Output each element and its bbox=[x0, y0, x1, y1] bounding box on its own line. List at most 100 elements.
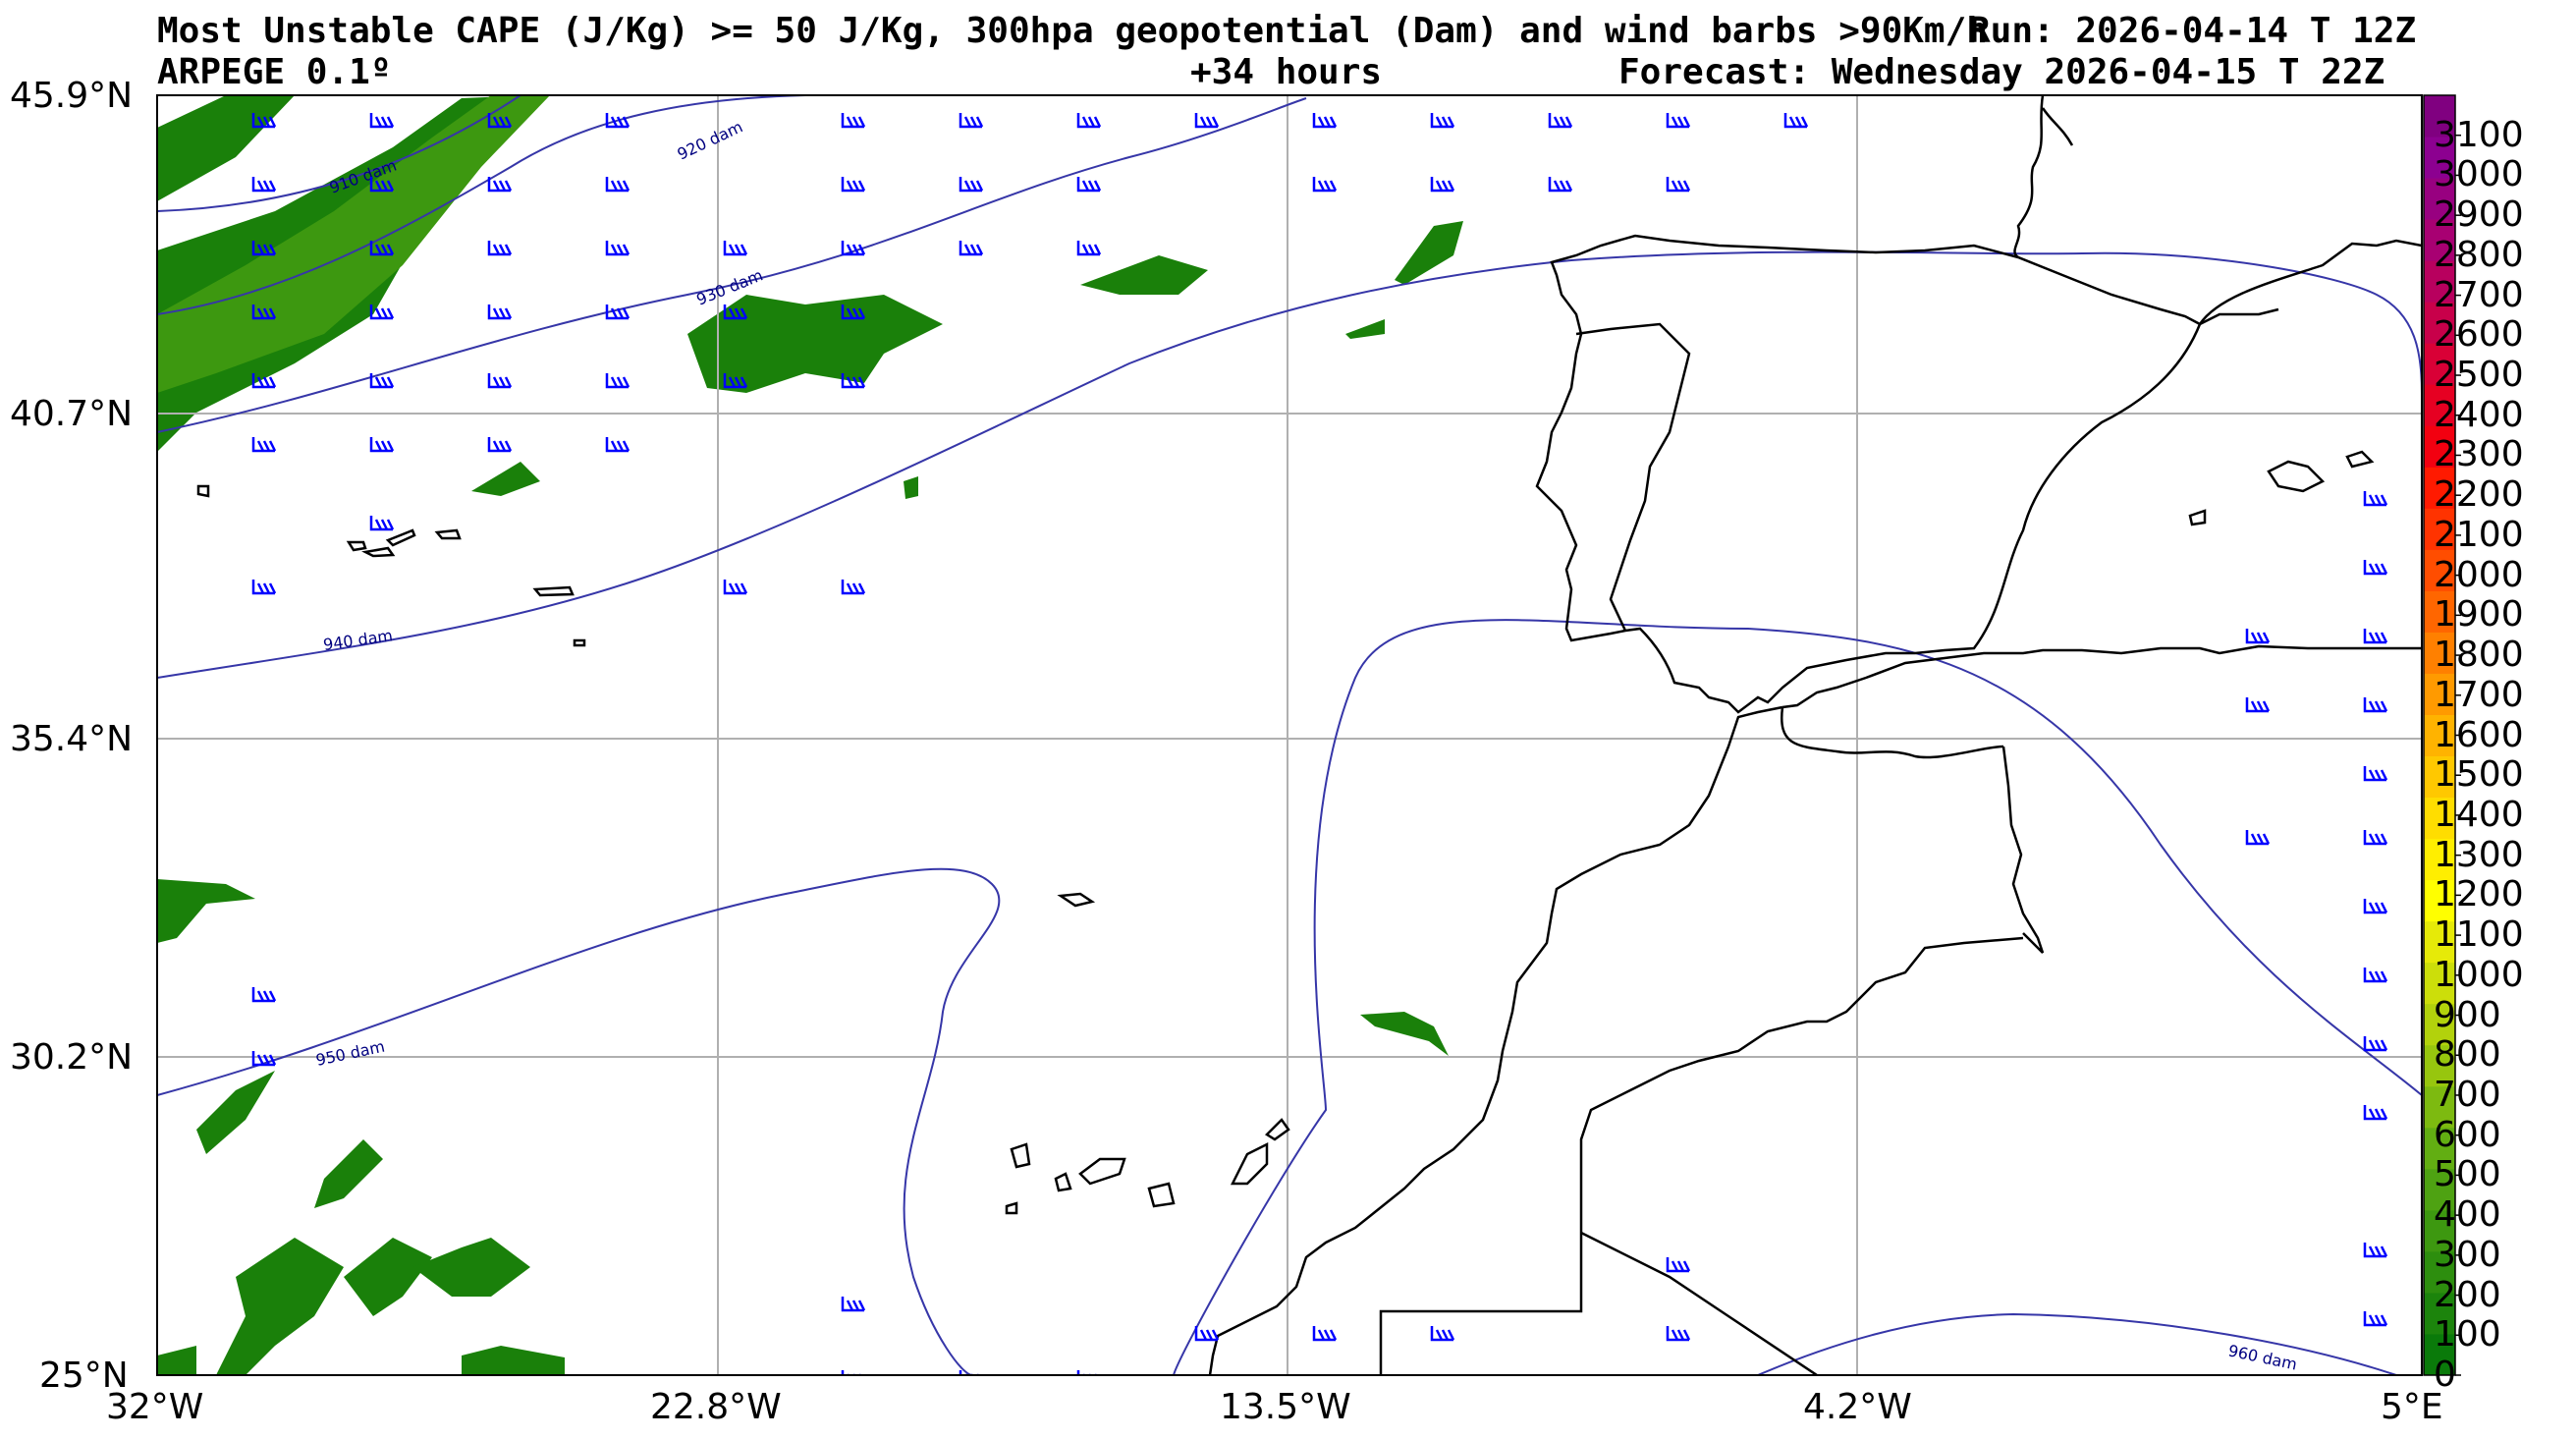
colorbar-segment bbox=[2424, 260, 2455, 303]
colorbar-tick-label: 600 bbox=[2434, 1114, 2501, 1155]
wind-barb bbox=[1430, 177, 1455, 193]
model-label: ARPEGE 0.1º bbox=[157, 52, 392, 92]
wind-barb bbox=[251, 580, 277, 595]
colorbar-tick-label: 1300 bbox=[2434, 834, 2524, 875]
cape-region bbox=[157, 879, 255, 943]
coastline-n-africa bbox=[1781, 644, 2422, 709]
island-menorca bbox=[2345, 450, 2375, 469]
colorbar-tick-label: 2300 bbox=[2434, 434, 2524, 475]
colorbar-segment bbox=[2424, 467, 2455, 509]
colorbar-tick-label: 400 bbox=[2434, 1194, 2501, 1236]
cape-region bbox=[462, 1346, 565, 1375]
wind-barb bbox=[1076, 113, 1102, 129]
colorbar-tick-label: 1400 bbox=[2434, 794, 2524, 835]
wind-barb bbox=[2245, 830, 2271, 846]
island-canary bbox=[1265, 1118, 1290, 1141]
colorbar bbox=[2424, 95, 2461, 1376]
wind-barb bbox=[959, 113, 984, 129]
wind-barb bbox=[723, 373, 748, 389]
wind-barb bbox=[841, 580, 866, 595]
wind-barb bbox=[487, 113, 513, 129]
cape-region bbox=[471, 462, 540, 496]
wind-barb bbox=[1194, 1326, 1220, 1342]
island-canary bbox=[1230, 1141, 1269, 1186]
lat-tick: 35.4°N bbox=[10, 719, 134, 759]
coastline-bay bbox=[2041, 107, 2074, 146]
coastline-iberia bbox=[1535, 234, 2202, 714]
colorbar-segment bbox=[2424, 838, 2455, 881]
colorbar-tick-label: 0 bbox=[2434, 1355, 2456, 1395]
wind-barb bbox=[251, 987, 277, 1003]
colorbar-segment bbox=[2424, 755, 2455, 799]
forecast-label: Forecast: Wednesday 2026-04-15 T 22Z bbox=[1618, 52, 2385, 92]
colorbar-segment bbox=[2424, 632, 2455, 674]
wind-barb bbox=[1312, 1326, 1338, 1342]
island-canary bbox=[1005, 1201, 1018, 1215]
island-azores bbox=[385, 528, 416, 547]
wind-barb bbox=[605, 373, 630, 389]
wind-barb bbox=[251, 113, 277, 129]
border-morocco-south bbox=[1579, 936, 2024, 1218]
colorbar-segment bbox=[2424, 714, 2455, 757]
wind-barb bbox=[1430, 1326, 1455, 1342]
contour-940 bbox=[157, 250, 2422, 679]
lead-time-label: +34 hours bbox=[1190, 52, 1383, 92]
wind-barb bbox=[2363, 1243, 2388, 1258]
colorbar-tick-label: 200 bbox=[2434, 1274, 2501, 1315]
wind-barb bbox=[1194, 113, 1220, 129]
wind-barb bbox=[487, 241, 513, 256]
wind-barb bbox=[2363, 560, 2388, 576]
island-canary bbox=[1010, 1142, 1031, 1169]
wind-barb bbox=[487, 437, 513, 453]
colorbar-segment bbox=[2424, 920, 2455, 964]
colorbar-segment bbox=[2424, 1292, 2455, 1335]
island-ibiza bbox=[2188, 509, 2207, 526]
wind-barb bbox=[251, 1051, 277, 1067]
cape-region bbox=[196, 1071, 275, 1154]
cape-region bbox=[216, 1238, 344, 1375]
geopotential-contours bbox=[157, 95, 2422, 1375]
island-azores bbox=[573, 638, 586, 647]
colorbar-segment bbox=[2424, 590, 2455, 633]
colorbar-tick-label: 2100 bbox=[2434, 514, 2524, 555]
wind-barb bbox=[1076, 241, 1102, 256]
wind-barb bbox=[1548, 177, 1573, 193]
island-azores bbox=[361, 546, 396, 558]
border-portugal bbox=[1575, 322, 1691, 632]
colorbar-segment bbox=[2424, 1168, 2455, 1211]
wind-barb bbox=[251, 177, 277, 193]
colorbar-tick-label: 1900 bbox=[2434, 594, 2524, 636]
gridlines bbox=[157, 95, 2422, 1375]
colorbar-segment bbox=[2424, 95, 2455, 138]
colorbar-tick-label: 2600 bbox=[2434, 314, 2524, 356]
island-mallorca bbox=[2267, 460, 2326, 493]
island-azores bbox=[532, 585, 575, 597]
contour-910 bbox=[157, 95, 521, 212]
colorbar-tick-label: 1800 bbox=[2434, 635, 2524, 676]
colorbar-segment bbox=[2424, 1127, 2455, 1170]
colorbar-segment bbox=[2424, 1333, 2455, 1376]
coastline-france-med bbox=[2198, 239, 2422, 325]
colorbar-tick-label: 3000 bbox=[2434, 154, 2524, 195]
wind-barb bbox=[2363, 830, 2388, 846]
wind-barb bbox=[2363, 1311, 2388, 1327]
lon-tick: 4.2°W bbox=[1803, 1387, 1912, 1427]
wind-barb bbox=[1666, 113, 1691, 129]
contour-960 bbox=[1757, 1312, 2397, 1375]
colorbar-tick-label: 1000 bbox=[2434, 954, 2524, 995]
colorbar-tick-label: 2900 bbox=[2434, 194, 2524, 236]
cape-region bbox=[344, 1238, 432, 1316]
wind-barbs bbox=[251, 113, 2388, 1375]
colorbar-tick-label: 2500 bbox=[2434, 355, 2524, 396]
cape-region bbox=[1395, 221, 1463, 285]
wind-barb bbox=[1548, 113, 1573, 129]
contour-950 bbox=[157, 619, 2422, 1375]
colorbar-tick-label: 1600 bbox=[2434, 714, 2524, 755]
wind-barb bbox=[2363, 899, 2388, 914]
lat-tick: 30.2°N bbox=[10, 1037, 134, 1078]
colorbar-tick-label: 1200 bbox=[2434, 874, 2524, 915]
cape-region bbox=[1080, 255, 1208, 295]
colorbar-tick-label: 900 bbox=[2434, 994, 2501, 1035]
wind-barb bbox=[605, 437, 630, 453]
island-azores bbox=[434, 528, 462, 540]
